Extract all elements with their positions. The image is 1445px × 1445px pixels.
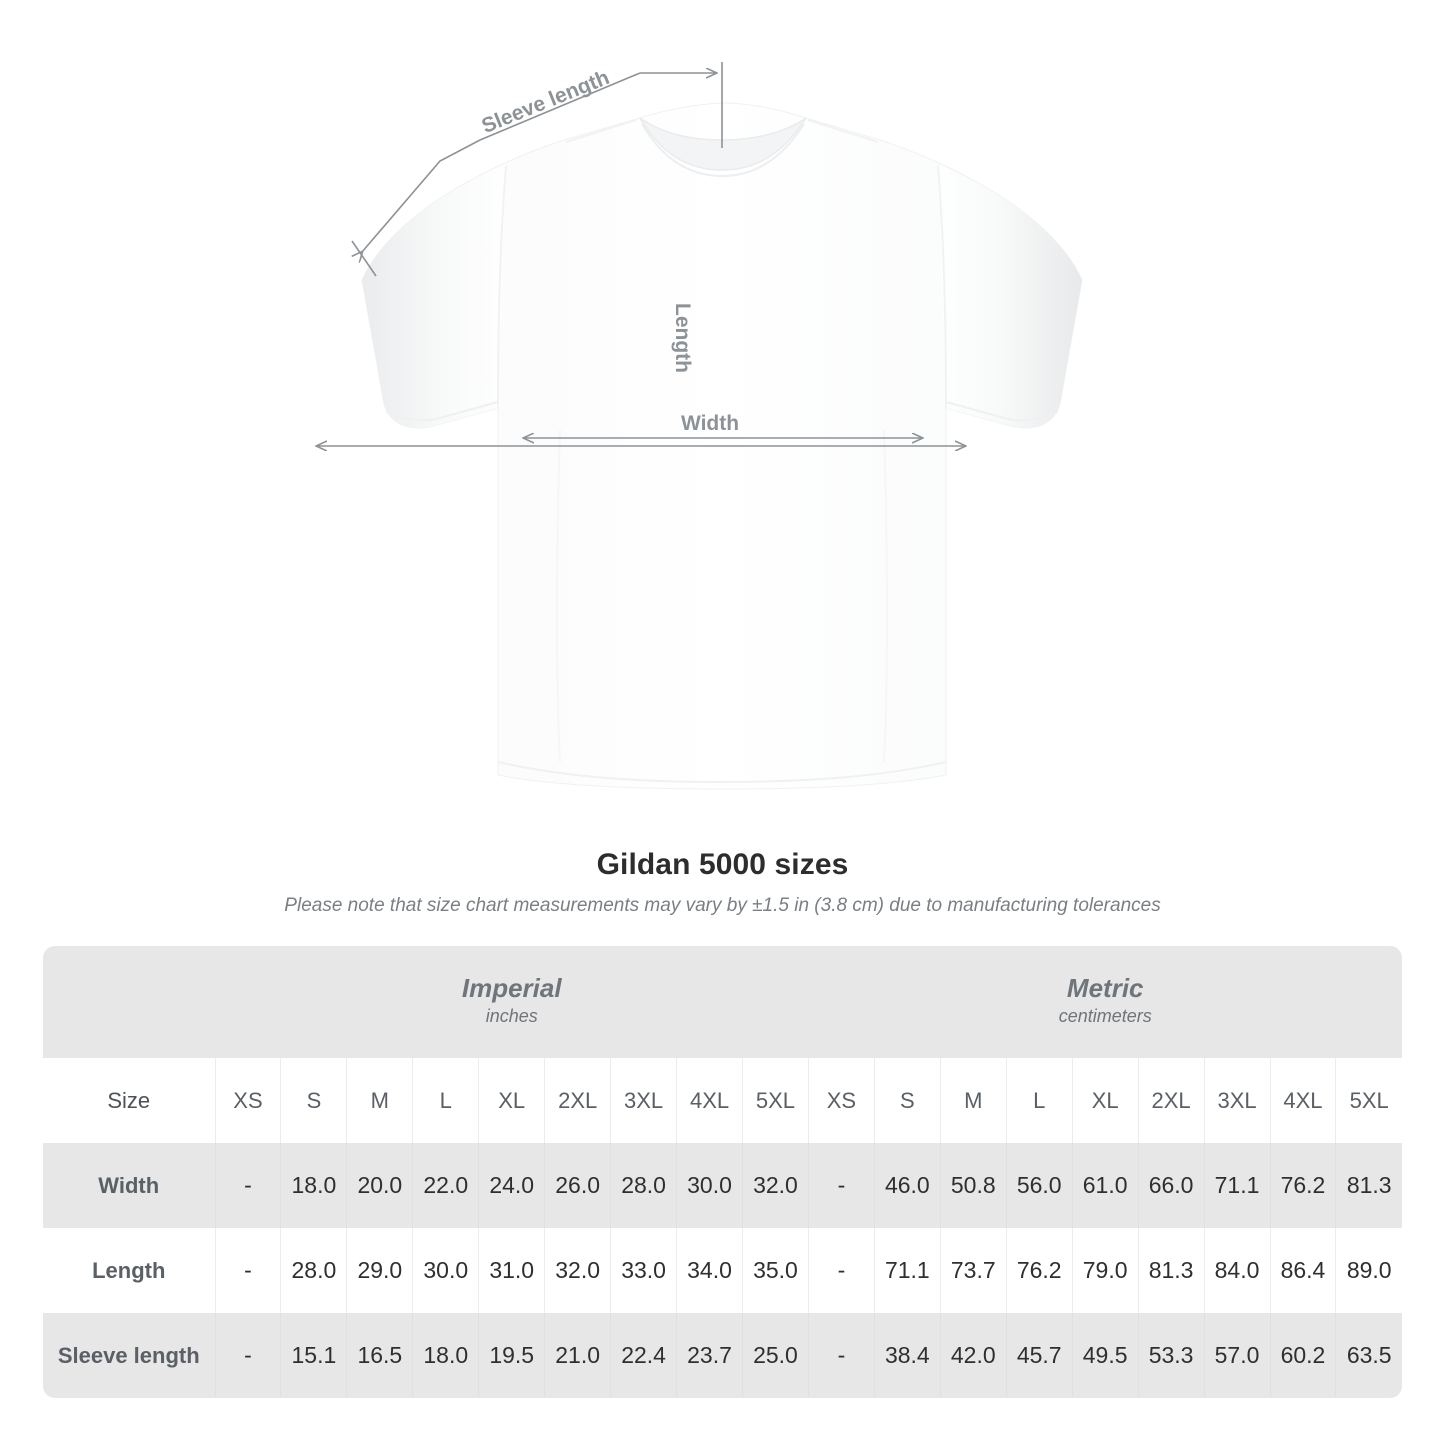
cell-sleeve-metric-s: 38.4 (873, 1313, 941, 1398)
cell-width-metric-5xl: 81.3 (1335, 1143, 1402, 1228)
size-header-imperial-5xl: 5XL (742, 1058, 809, 1143)
cell-length-imperial-l: 30.0 (412, 1228, 479, 1313)
cell-width-metric-s: 46.0 (873, 1143, 941, 1228)
tshirt-illustration: Sleeve length Length Width (0, 62, 1083, 790)
table-row: Length - 28.0 29.0 30.0 31.0 32.0 33.0 3… (43, 1228, 1402, 1313)
cell-sleeve-metric-4xl: 60.2 (1269, 1313, 1336, 1398)
cell-width-imperial-4xl: 30.0 (676, 1143, 743, 1228)
table-row: Width - 18.0 20.0 22.0 24.0 26.0 28.0 30… (43, 1143, 1402, 1228)
unit-header-metric: Metric centimeters (808, 946, 1402, 1058)
cell-sleeve-metric-xs: - (807, 1313, 875, 1398)
cell-width-metric-xl: 61.0 (1071, 1143, 1139, 1228)
cell-sleeve-imperial-l: 18.0 (412, 1313, 479, 1398)
cell-width-imperial-xs: - (214, 1143, 281, 1228)
unit-metric-name: Metric (1066, 972, 1144, 1003)
cell-length-imperial-s: 28.0 (280, 1228, 347, 1313)
length-dimension: Length (317, 303, 965, 446)
measurement-tolerance-note: Please note that size chart measurements… (284, 895, 1161, 916)
cell-length-metric-l: 76.2 (1005, 1228, 1073, 1313)
size-header-imperial-m: M (346, 1058, 413, 1143)
cell-sleeve-imperial-5xl: 25.0 (742, 1313, 809, 1398)
cell-width-imperial-l: 22.0 (412, 1143, 479, 1228)
cell-length-metric-4xl: 86.4 (1269, 1228, 1336, 1313)
cell-length-imperial-5xl: 35.0 (742, 1228, 809, 1313)
size-header-metric-3xl: 3XL (1203, 1058, 1270, 1143)
cell-sleeve-metric-3xl: 57.0 (1203, 1313, 1270, 1398)
cell-sleeve-imperial-2xl: 21.0 (544, 1313, 611, 1398)
cell-sleeve-imperial-3xl: 22.4 (610, 1313, 677, 1398)
cell-sleeve-metric-m: 42.0 (939, 1313, 1007, 1398)
size-header-imperial-4xl: 4XL (676, 1058, 743, 1143)
cell-length-metric-3xl: 84.0 (1203, 1228, 1270, 1313)
cell-length-metric-xl: 79.0 (1071, 1228, 1139, 1313)
cell-sleeve-metric-l: 45.7 (1005, 1313, 1073, 1398)
size-header-metric-xs: XS (807, 1058, 875, 1143)
cell-width-imperial-m: 20.0 (346, 1143, 413, 1228)
size-header-imperial-xl: XL (478, 1058, 545, 1143)
sleeve-length-label: Sleeve length (478, 66, 612, 138)
unit-imperial-sub: inches (485, 1006, 538, 1027)
cell-length-metric-5xl: 89.0 (1335, 1228, 1402, 1313)
cell-length-imperial-3xl: 33.0 (610, 1228, 677, 1313)
size-header-imperial-l: L (412, 1058, 479, 1143)
cell-width-metric-3xl: 71.1 (1203, 1143, 1270, 1228)
width-dimension: Width (524, 412, 922, 438)
size-header-row: Size XS S M L XL 2XL 3XL 4XL 5XL XS S M … (43, 1058, 1402, 1143)
unit-metric-sub: centimeters (1058, 1006, 1152, 1027)
size-header-metric-4xl: 4XL (1269, 1058, 1336, 1143)
size-chart-table: Imperial inches Metric centimeters Size … (43, 946, 1402, 1398)
cell-width-imperial-3xl: 28.0 (610, 1143, 677, 1228)
cell-width-imperial-2xl: 26.0 (544, 1143, 611, 1228)
size-header-metric-xl: XL (1071, 1058, 1139, 1143)
unit-band-row: Imperial inches Metric centimeters (43, 946, 1402, 1058)
cell-width-metric-4xl: 76.2 (1269, 1143, 1336, 1228)
cell-sleeve-imperial-4xl: 23.7 (676, 1313, 743, 1398)
cell-width-imperial-xl: 24.0 (478, 1143, 545, 1228)
cell-sleeve-imperial-s: 15.1 (280, 1313, 347, 1398)
cell-length-metric-m: 73.7 (939, 1228, 1007, 1313)
cell-sleeve-metric-2xl: 53.3 (1137, 1313, 1205, 1398)
size-header-metric-2xl: 2XL (1137, 1058, 1205, 1143)
cell-sleeve-imperial-xl: 19.5 (478, 1313, 545, 1398)
cell-sleeve-imperial-m: 16.5 (346, 1313, 413, 1398)
size-chart-table-wrapper: Imperial inches Metric centimeters Size … (43, 946, 1402, 1398)
unit-imperial-name: Imperial (461, 972, 562, 1003)
cell-length-imperial-xs: - (214, 1228, 281, 1313)
cell-length-metric-xs: - (807, 1228, 875, 1313)
width-label: Width (681, 412, 739, 435)
cell-length-imperial-xl: 31.0 (478, 1228, 545, 1313)
table-row: Sleeve length - 15.1 16.5 18.0 19.5 21.0… (43, 1313, 1402, 1398)
unit-band-spacer (43, 946, 215, 1058)
unit-header-imperial: Imperial inches (215, 946, 809, 1058)
cell-width-metric-xs: - (807, 1143, 875, 1228)
cell-sleeve-metric-5xl: 63.5 (1335, 1313, 1402, 1398)
cell-width-metric-m: 50.8 (939, 1143, 1007, 1228)
size-header-imperial-s: S (280, 1058, 347, 1143)
cell-length-metric-s: 71.1 (873, 1228, 941, 1313)
cell-length-imperial-4xl: 34.0 (676, 1228, 743, 1313)
cell-width-imperial-s: 18.0 (280, 1143, 347, 1228)
row-label-length: Length (43, 1228, 215, 1313)
row-label-width: Width (43, 1143, 215, 1228)
size-header-label: Size (43, 1058, 215, 1143)
size-header-metric-l: L (1005, 1058, 1073, 1143)
size-header-metric-5xl: 5XL (1335, 1058, 1402, 1143)
size-header-imperial-xs: XS (214, 1058, 281, 1143)
cell-width-metric-l: 56.0 (1005, 1143, 1073, 1228)
row-label-sleeve-length: Sleeve length (43, 1313, 215, 1398)
cell-length-imperial-m: 29.0 (346, 1228, 413, 1313)
page-title: Gildan 5000 sizes (596, 848, 849, 881)
cell-length-metric-2xl: 81.3 (1137, 1228, 1205, 1313)
size-header-imperial-2xl: 2XL (544, 1058, 611, 1143)
size-header-metric-s: S (873, 1058, 941, 1143)
cell-width-metric-2xl: 66.0 (1137, 1143, 1205, 1228)
size-header-imperial-3xl: 3XL (610, 1058, 677, 1143)
cell-sleeve-metric-xl: 49.5 (1071, 1313, 1139, 1398)
cell-length-imperial-2xl: 32.0 (544, 1228, 611, 1313)
size-header-metric-m: M (939, 1058, 1007, 1143)
cell-sleeve-imperial-xs: - (214, 1313, 281, 1398)
cell-width-imperial-5xl: 32.0 (742, 1143, 809, 1228)
length-label: Length (671, 303, 694, 373)
